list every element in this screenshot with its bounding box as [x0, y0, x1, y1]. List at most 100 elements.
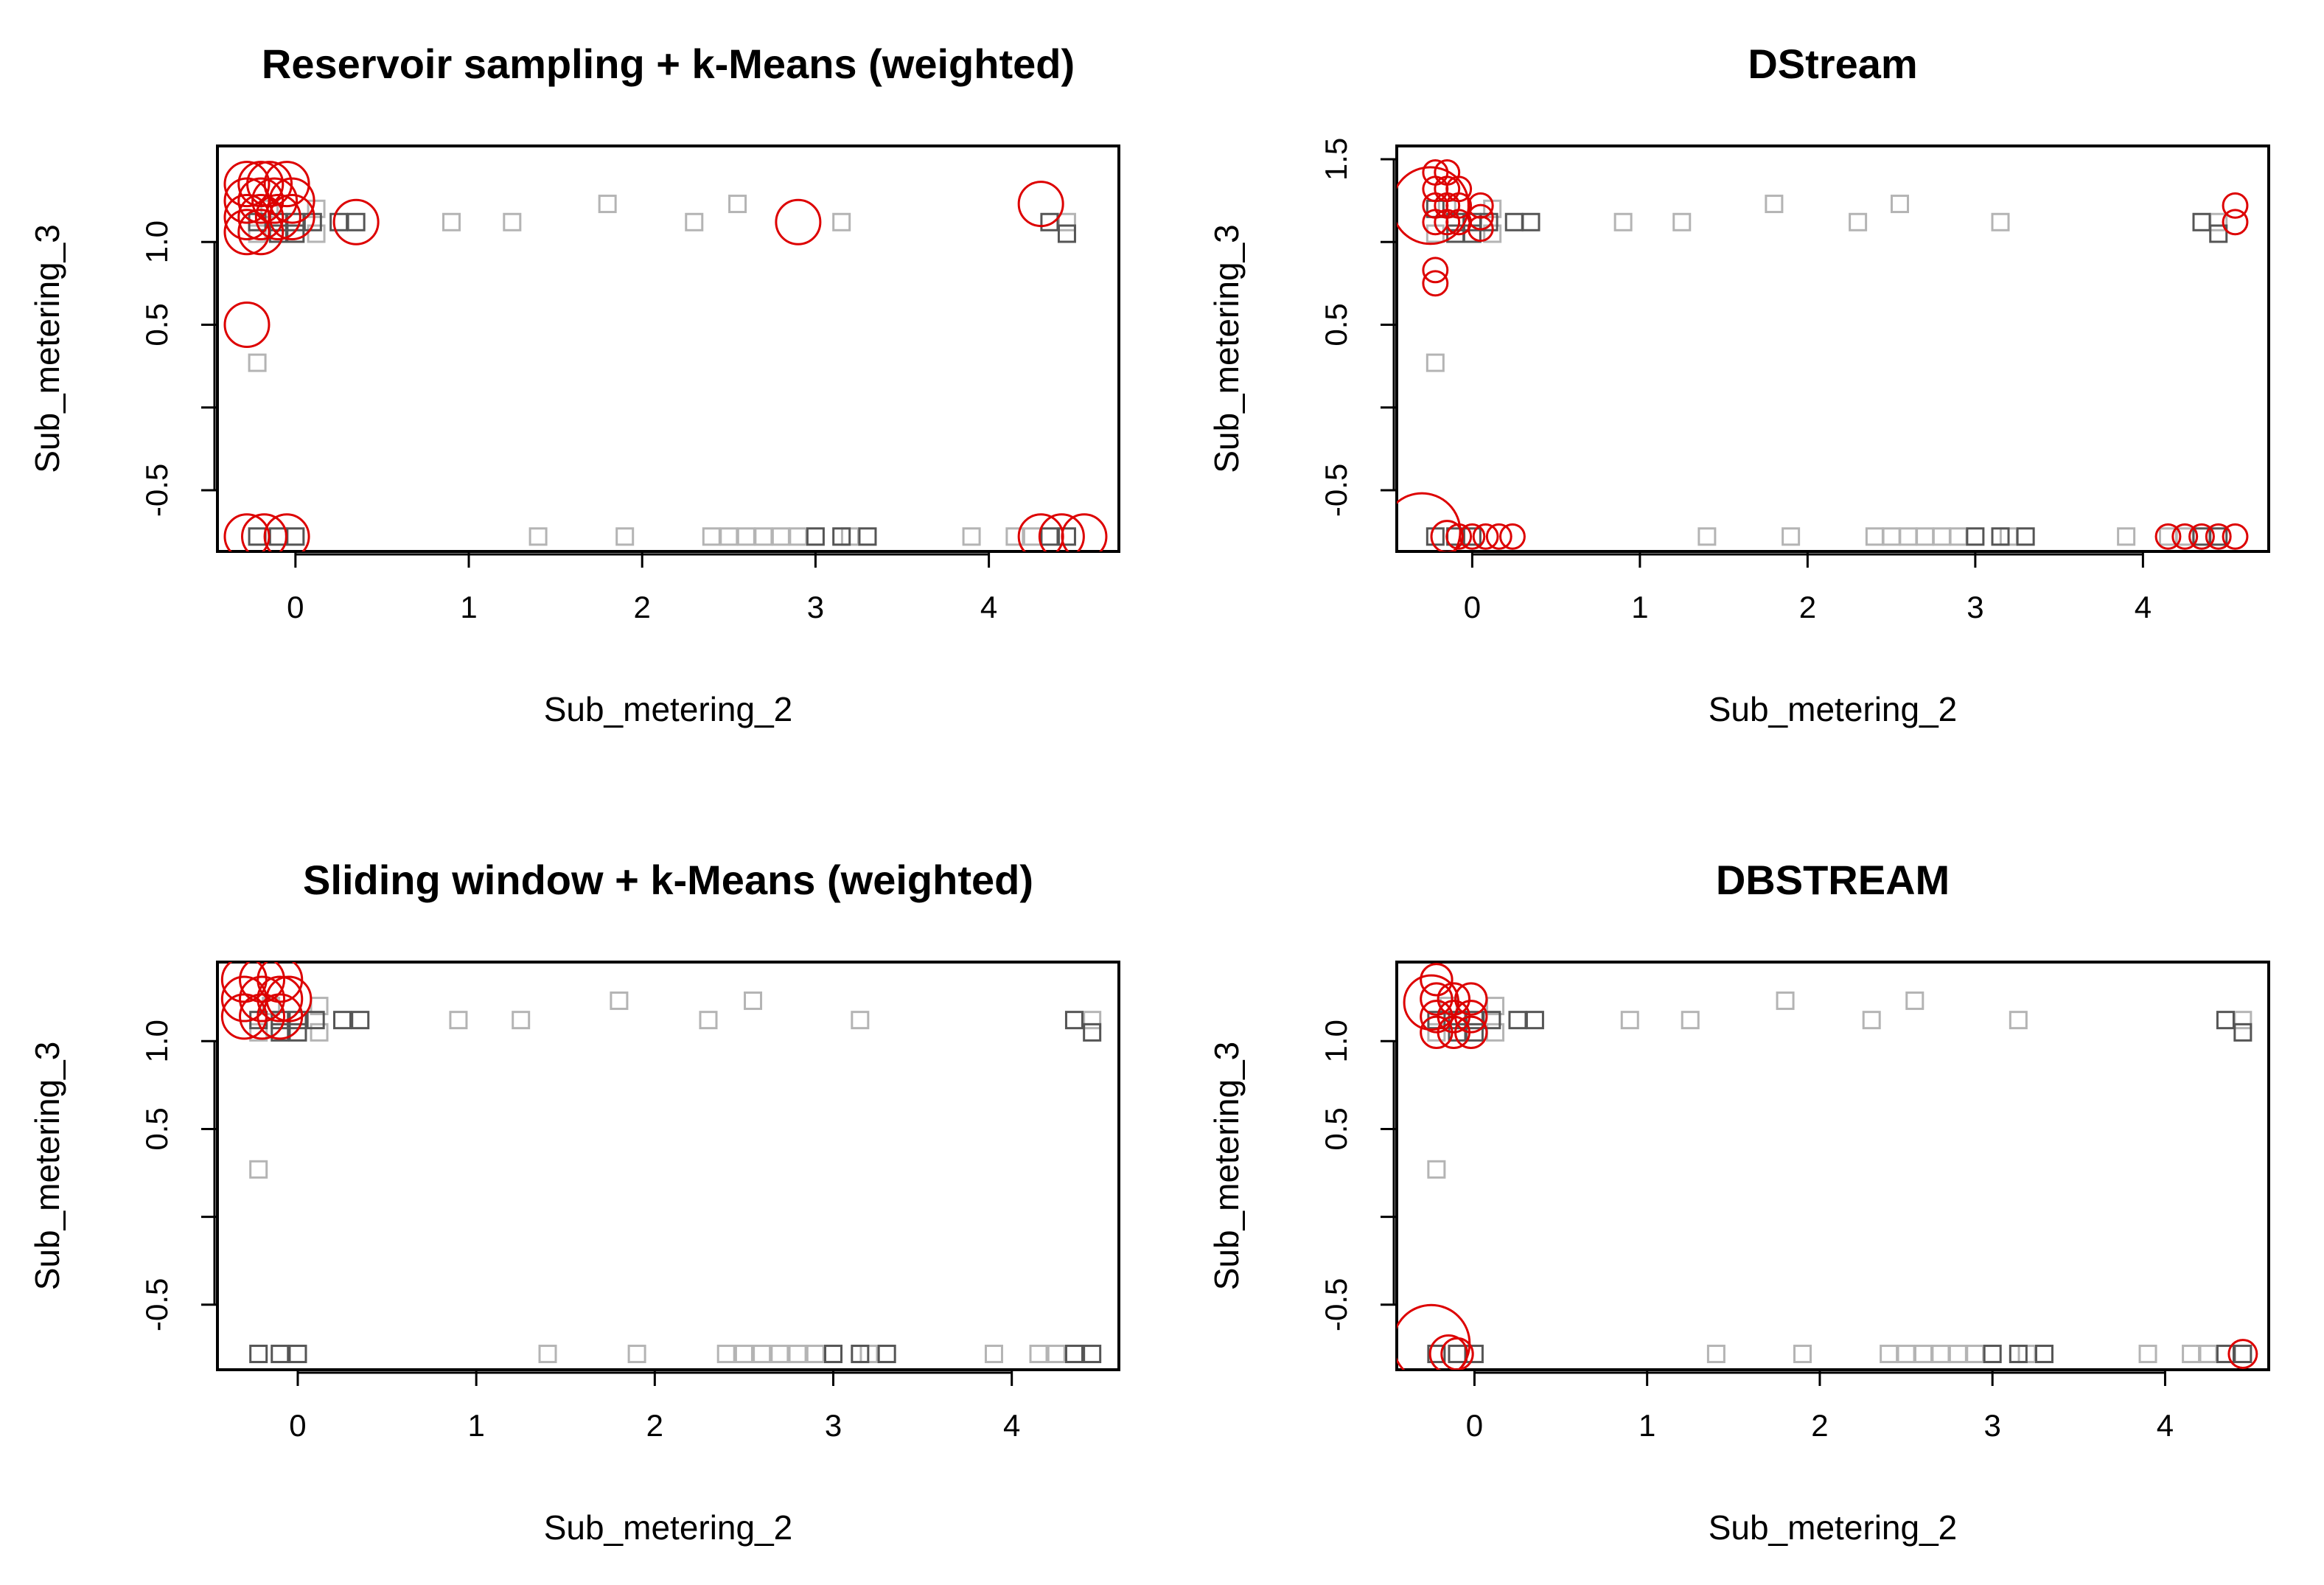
cluster-center [223, 301, 271, 348]
data-point [1948, 1345, 1967, 1364]
data-point [1697, 527, 1717, 546]
x-tick-label: 4 [1003, 1408, 1020, 1443]
cluster-center [1061, 513, 1108, 551]
data-point [2117, 527, 2136, 546]
y-tick-label: -0.5 [139, 1278, 174, 1331]
cluster-center [1017, 181, 1064, 228]
x-axis-label: Sub_metering_2 [544, 1508, 793, 1547]
data-point [528, 527, 548, 546]
chart-title: Reservoir sampling + k-Means (weighted) [262, 41, 1075, 87]
cluster-center [237, 161, 285, 208]
cluster-center [2205, 523, 2232, 550]
x-tick-label: 1 [1639, 1408, 1655, 1443]
cluster-center [223, 161, 271, 208]
data-point [1083, 1345, 1102, 1364]
data-point [1991, 527, 2010, 546]
data-point [307, 199, 326, 218]
y-tick-label: 0.5 [1319, 1107, 1353, 1150]
cluster-center [257, 993, 304, 1040]
data-point [858, 527, 877, 546]
data-point [2209, 224, 2228, 243]
cluster-center [223, 513, 271, 551]
data-point [1508, 1011, 1527, 1030]
x-tick-label: 2 [634, 590, 651, 624]
data-point [788, 1345, 807, 1364]
x-tick-label: 3 [1984, 1408, 2001, 1443]
data-point [249, 1345, 268, 1364]
y-axis-label: Sub_metering_3 [28, 1042, 66, 1291]
chart-title: DStream [1748, 41, 1917, 87]
data-point [1064, 1011, 1084, 1030]
y-tick-label: 1.0 [1319, 1020, 1353, 1062]
plot-frame [1395, 144, 2270, 553]
cluster-center [251, 177, 299, 224]
x-tick-label: 1 [1631, 590, 1648, 624]
data-point [1849, 212, 1868, 231]
data-point [286, 527, 305, 546]
chart-title: Sliding window + k-Means (weighted) [303, 857, 1033, 903]
x-tick-label: 0 [1464, 590, 1481, 624]
data-point [734, 1345, 753, 1364]
x-axis-label: Sub_metering_2 [1709, 1508, 1958, 1547]
cluster-center [1420, 1015, 1454, 1050]
data-point [789, 527, 808, 546]
chart-title: DBSTREAM [1716, 857, 1950, 903]
cluster-center [1437, 1015, 1471, 1050]
data-point [744, 991, 763, 1010]
data-point [719, 527, 739, 546]
data-point [1040, 212, 1059, 231]
cluster-center [1485, 523, 1512, 550]
cluster-center [1467, 215, 1494, 243]
data-point [1880, 1345, 1899, 1364]
data-point [271, 1345, 290, 1364]
data-point [2233, 1023, 2253, 1042]
marks [1397, 158, 2249, 551]
data-point [1057, 527, 1076, 546]
x-tick-label: 3 [825, 1408, 842, 1443]
y-tick-label: -0.5 [1319, 1278, 1353, 1331]
data-point [2209, 527, 2228, 546]
cluster-center [237, 177, 285, 224]
data-point [1882, 527, 1901, 546]
data-point [685, 212, 704, 231]
plot-frame [216, 144, 1120, 553]
cluster-center [1422, 270, 1449, 297]
data-point [1083, 1011, 1102, 1030]
data-point [1005, 527, 1025, 546]
x-tick-label: 1 [467, 1408, 484, 1443]
cluster-center [1472, 523, 1499, 550]
data-point [832, 212, 851, 231]
x-axis-label: Sub_metering_2 [544, 690, 793, 728]
data-point [1462, 527, 1482, 546]
data-point [1613, 212, 1633, 231]
y-tick-label: 1.5 [1319, 138, 1353, 181]
cluster-center [1454, 1015, 1488, 1050]
data-point [249, 1160, 268, 1179]
x-tick-label: 3 [807, 590, 824, 624]
data-point [1083, 1023, 1102, 1042]
cluster-center [239, 975, 286, 1023]
x-tick-label: 2 [1799, 590, 1816, 624]
data-point [2016, 527, 2035, 546]
data-point [702, 527, 721, 546]
cluster-center [2188, 523, 2215, 550]
data-point [1966, 1345, 1985, 1364]
data-point [306, 1011, 325, 1030]
data-point [268, 527, 287, 546]
marks [223, 161, 1108, 551]
cluster-center [1437, 982, 1471, 1016]
y-axis-label: Sub_metering_3 [1207, 1042, 1246, 1291]
cluster-center [2222, 192, 2249, 219]
cluster-center [1422, 257, 1449, 284]
y-axis-label: Sub_metering_3 [28, 224, 66, 473]
y-tick-label: -0.5 [139, 464, 174, 517]
data-point [1862, 1011, 1881, 1030]
cluster-center [1420, 982, 1454, 1016]
data-point [1521, 212, 1540, 231]
cluster-center [2154, 523, 2182, 550]
cluster-center [268, 177, 315, 224]
data-point [1620, 1011, 1639, 1030]
data-point [728, 195, 747, 214]
data-point [1022, 527, 1041, 546]
y-tick-label: 0.5 [139, 1107, 174, 1150]
